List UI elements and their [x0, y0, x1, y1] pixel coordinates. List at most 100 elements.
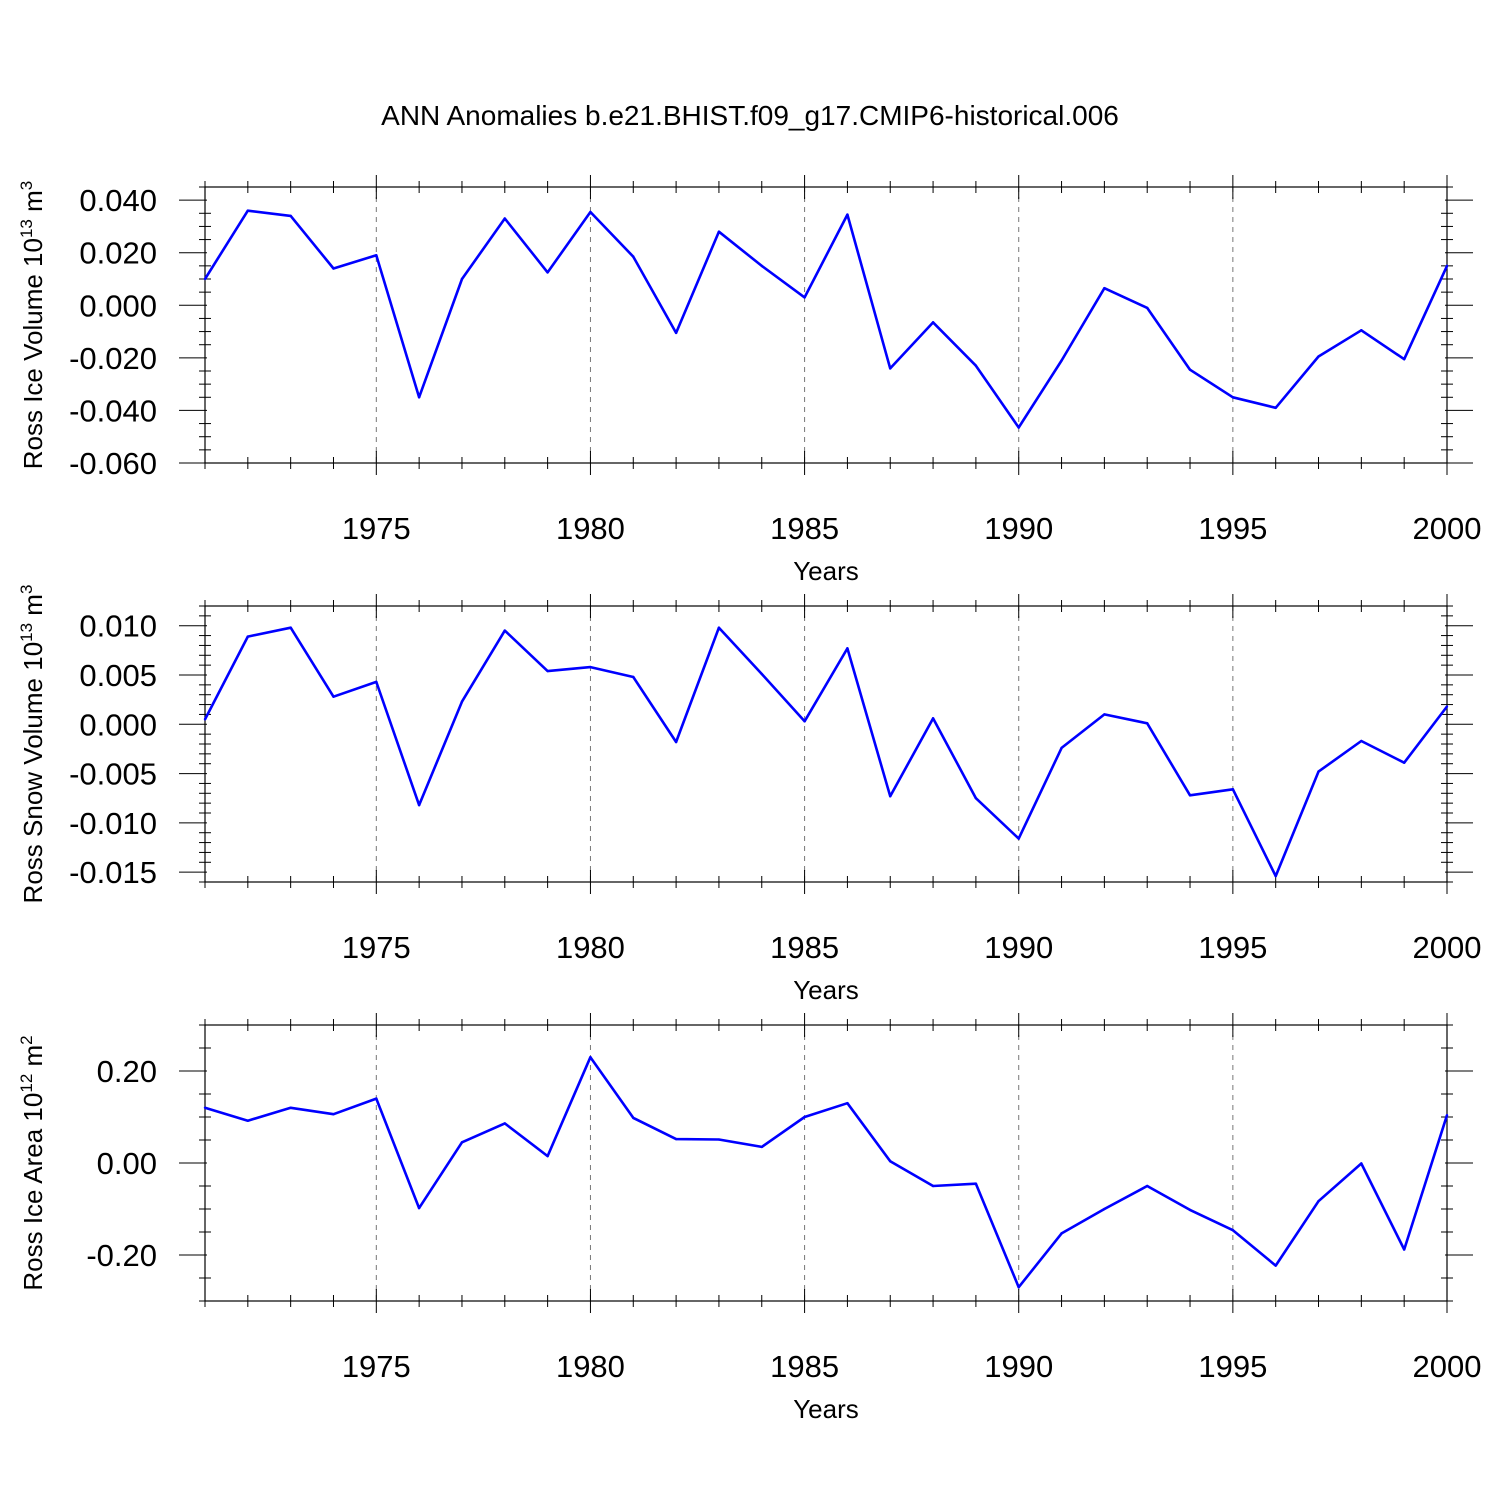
- data-point: [1231, 788, 1235, 791]
- plot-frame: [204, 186, 1448, 464]
- x-tick-label: 1995: [1198, 1349, 1267, 1384]
- data-point: [417, 396, 421, 399]
- data-point: [1231, 396, 1235, 399]
- data-point: [931, 321, 935, 324]
- data-point: [203, 1106, 207, 1110]
- data-point: [1146, 722, 1149, 725]
- data-point: [1445, 1113, 1449, 1117]
- data-point: [503, 217, 506, 220]
- x-tick-label: 1985: [770, 511, 839, 546]
- y-axis-label: Ross Ice Volume 1013 m3: [17, 181, 48, 470]
- data-line: [203, 209, 1449, 429]
- y-tick-label: 0.005: [79, 658, 157, 693]
- data-point: [1445, 705, 1449, 708]
- y-axis-label: Ross Snow Volume 1013 m3: [17, 585, 48, 904]
- data-point: [1274, 406, 1277, 409]
- data-point: [1188, 368, 1192, 371]
- y-tick-label: -0.015: [69, 855, 157, 890]
- x-tick-label: 1975: [342, 1349, 411, 1384]
- data-point: [460, 1141, 464, 1144]
- data-point: [1017, 1286, 1020, 1289]
- data-point: [1360, 1162, 1363, 1165]
- x-tick-label: 2000: [1413, 930, 1482, 965]
- data-point: [332, 1113, 335, 1116]
- data-point: [1060, 746, 1063, 750]
- data-point: [674, 331, 678, 335]
- y-tick-label: 0.000: [79, 707, 157, 742]
- data-point: [1146, 1184, 1149, 1188]
- y-axis-label-text: Ross Ice Volume 10: [18, 238, 48, 469]
- data-point: [246, 635, 250, 638]
- data-point: [717, 1138, 721, 1141]
- data-point: [546, 669, 549, 673]
- data-line: [203, 626, 1449, 878]
- data-point: [1103, 1207, 1106, 1211]
- data-point: [632, 1116, 635, 1120]
- y-tick-label: -0.060: [69, 446, 157, 481]
- data-point: [1146, 306, 1149, 310]
- y-tick-label: 0.020: [79, 236, 157, 271]
- x-tick-label: 1995: [1198, 511, 1267, 546]
- x-tick-label: 2000: [1413, 511, 1482, 546]
- plot-frame: [204, 605, 1448, 883]
- data-point: [1231, 1228, 1235, 1232]
- data-point: [375, 680, 378, 684]
- data-point: [974, 1182, 978, 1185]
- data-point: [632, 675, 635, 679]
- y-axis-label-unit-exponent: 3: [17, 181, 36, 190]
- y-axis-label-exponent: 13: [17, 219, 36, 238]
- data-point: [1445, 264, 1449, 268]
- data-point: [846, 647, 849, 650]
- data-point: [289, 626, 292, 629]
- data-point: [760, 672, 763, 676]
- data-point: [1060, 359, 1063, 362]
- x-tick-label: 1995: [1198, 930, 1267, 965]
- data-point: [1402, 357, 1406, 361]
- y-tick-label: 0.00: [97, 1146, 157, 1181]
- y-tick-label: 0.010: [79, 609, 157, 644]
- x-tick-label: 1985: [770, 930, 839, 965]
- data-point: [846, 1102, 849, 1105]
- data-point: [632, 255, 635, 258]
- data-point: [889, 795, 892, 798]
- y-axis-label-unit: m: [18, 1045, 48, 1074]
- data-point: [803, 720, 806, 723]
- data-point: [417, 1206, 421, 1210]
- panel-3: 0.20 0.00 -0.20 1975 1980 1985 1990 1995 2000 Yea…: [17, 1013, 1481, 1424]
- y-tick-label: 0.040: [79, 183, 157, 218]
- y-tick-label: -0.010: [69, 806, 157, 841]
- data-point: [589, 1056, 592, 1059]
- data-point: [1317, 355, 1320, 358]
- y-axis-label-text: Ross Snow Volume 10: [18, 642, 48, 904]
- data-point: [760, 264, 763, 268]
- data-point: [1188, 1208, 1192, 1212]
- data-point: [760, 1145, 763, 1149]
- data-point: [1188, 794, 1192, 797]
- x-tick-label: 1975: [342, 930, 411, 965]
- y-tick-label: -0.005: [69, 757, 157, 792]
- data-point: [460, 700, 464, 703]
- data-point: [1017, 426, 1020, 429]
- x-tick-label: 1990: [984, 930, 1053, 965]
- chart-title: ANN Anomalies b.e21.BHIST.f09_g17.CMIP6-…: [381, 100, 1119, 131]
- data-point: [1060, 1232, 1063, 1235]
- y-axis-label-exponent: 13: [17, 623, 36, 642]
- data-point: [375, 254, 378, 257]
- y-axis-label-unit-exponent: 2: [17, 1035, 36, 1044]
- panel-1: 0.040 0.020 0.000 -0.020 -0.040 -0.060 1975 198…: [17, 175, 1481, 586]
- data-point: [589, 665, 592, 669]
- data-point: [1402, 1248, 1406, 1251]
- x-axis-label: Years: [793, 1394, 859, 1424]
- data-point: [674, 740, 678, 744]
- plot-frame: [204, 1024, 1448, 1302]
- y-tick-label: -0.20: [86, 1238, 157, 1273]
- data-point: [674, 1137, 678, 1141]
- data-point: [1317, 1199, 1320, 1203]
- data-point: [289, 1106, 292, 1110]
- data-point: [417, 803, 421, 807]
- data-point: [460, 277, 464, 281]
- y-axis-label-text: Ross Ice Area 10: [18, 1093, 48, 1291]
- data-point: [974, 797, 978, 800]
- data-point: [1274, 1264, 1277, 1267]
